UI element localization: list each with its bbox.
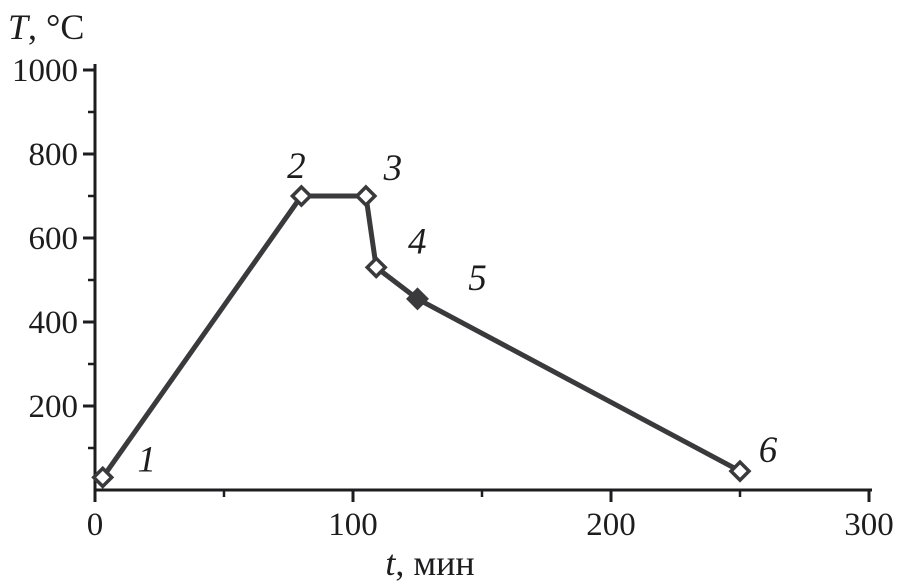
data-point-label: 1 xyxy=(137,439,156,480)
y-tick-label: 200 xyxy=(29,389,79,425)
y-tick-label: 800 xyxy=(29,137,79,173)
data-point-marker-open-diamond xyxy=(354,184,378,208)
data-point-marker-filled-diamond xyxy=(406,287,429,311)
data-point-label: 6 xyxy=(759,430,778,471)
y-tick-label: 400 xyxy=(29,305,79,341)
x-axis-symbol: t xyxy=(385,543,396,583)
y-tick-label: 600 xyxy=(29,221,79,257)
y-axis-unit: , °C xyxy=(28,7,85,47)
x-axis-title: t, мин xyxy=(320,542,540,584)
x-axis-unit: , мин xyxy=(395,543,475,583)
y-axis-title: T, °C xyxy=(8,6,84,48)
data-point-label: 3 xyxy=(383,148,403,189)
x-tick-label: 0 xyxy=(87,507,104,543)
data-point-marker-open-diamond xyxy=(289,184,313,208)
x-tick-label: 300 xyxy=(844,507,894,543)
data-point-marker-open-diamond xyxy=(728,459,752,483)
x-tick-label: 200 xyxy=(586,507,636,543)
y-tick-label: 1000 xyxy=(12,53,78,89)
data-point-marker-open-diamond xyxy=(364,255,388,279)
data-point-label: 4 xyxy=(408,221,427,262)
data-point-marker-open-diamond xyxy=(91,465,115,489)
y-axis-symbol: T xyxy=(8,7,29,47)
data-point-label: 5 xyxy=(468,258,487,299)
x-tick-label: 100 xyxy=(328,507,378,543)
data-point-label: 2 xyxy=(287,146,306,187)
series-line xyxy=(100,193,743,480)
